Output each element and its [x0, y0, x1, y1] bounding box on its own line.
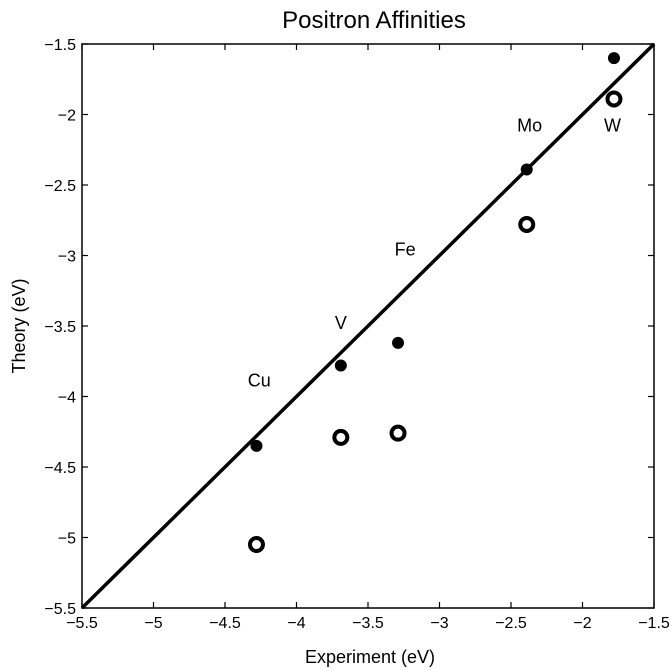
x-tick-label: −4.5 — [209, 615, 241, 632]
filled-data-point — [521, 163, 533, 175]
filled-data-point — [335, 359, 347, 371]
open-data-point — [392, 427, 405, 440]
x-tick-label: −3.5 — [352, 615, 384, 632]
open-data-point — [334, 431, 347, 444]
y-tick-label: −1.5 — [44, 37, 76, 54]
annotation-layer: Cu V Fe Mo W — [248, 115, 621, 390]
y-tick-label: −2.5 — [44, 178, 76, 195]
element-label: Fe — [395, 240, 416, 260]
open-data-point — [520, 218, 533, 231]
x-tick-label: −4 — [287, 615, 305, 632]
chart-title: Positron Affinities — [282, 7, 466, 34]
y-tick-label: −2 — [58, 108, 76, 125]
identity-line — [82, 44, 654, 608]
x-tick-label: −1.5 — [638, 615, 670, 632]
filled-data-point — [250, 440, 262, 452]
filled-data-point — [392, 337, 404, 349]
y-tick-label: −5 — [58, 531, 76, 548]
x-axis-label: Experiment (eV) — [305, 647, 435, 667]
open-data-point — [250, 538, 263, 551]
element-label: V — [335, 313, 347, 333]
y-tick-label: −3.5 — [44, 319, 76, 336]
x-tick-label: −2.5 — [495, 615, 527, 632]
x-tick-label: −3 — [430, 615, 448, 632]
y-tick-label: −4.5 — [44, 460, 76, 477]
x-tick-label: −5 — [144, 615, 162, 632]
element-label: Cu — [248, 371, 271, 391]
points-layer — [250, 52, 621, 551]
y-tick-label: −4 — [58, 390, 76, 407]
reference-line-layer — [82, 44, 654, 608]
y-axis-label: Theory (eV) — [9, 278, 29, 373]
open-data-point — [607, 92, 620, 105]
filled-data-point — [608, 52, 620, 64]
y-tick-label: −5.5 — [44, 601, 76, 618]
element-label: Mo — [517, 115, 542, 135]
x-tick-label: −2 — [573, 615, 591, 632]
element-label: W — [604, 115, 621, 135]
y-tick-label: −3 — [58, 249, 76, 266]
